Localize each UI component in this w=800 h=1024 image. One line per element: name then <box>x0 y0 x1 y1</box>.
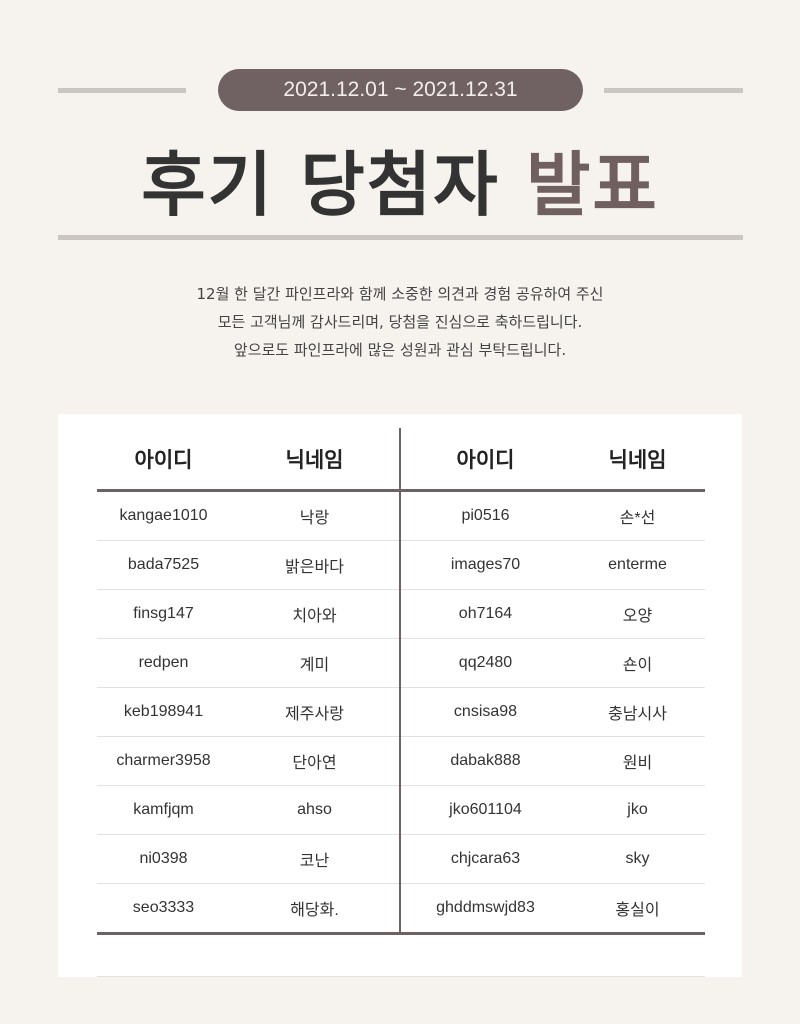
cell-nickname: ahso <box>230 785 400 835</box>
description-line: 12월 한 달간 파인프라와 함께 소중한 의견과 경험 공유하여 주신 <box>196 285 604 303</box>
cell-nickname: 밝은바다 <box>230 540 400 590</box>
cell-nickname: 해당화. <box>230 883 400 935</box>
cell-nickname: 숀이 <box>570 638 705 688</box>
cell-nickname: 충남시사 <box>570 687 705 737</box>
table-row: seo3333 해당화. ghddmswjd83 홍실이 <box>97 883 705 935</box>
header-id: 아이디 <box>97 428 230 492</box>
cell-id: keb198941 <box>97 687 230 737</box>
cell-nickname: 손*선 <box>570 490 705 541</box>
cell-nickname: 오양 <box>570 589 705 639</box>
winners-panel: 아이디 닉네임 아이디 닉네임 kangae1010 낙랑 pi0516 손*선 bad… <box>58 414 742 977</box>
cell-id: cnsisa98 <box>399 687 570 737</box>
title-main: 후기 당첨자 <box>141 144 500 226</box>
cell-id: pi0516 <box>399 490 570 541</box>
header-nickname: 닉네임 <box>230 428 400 492</box>
table-row: ni0398 코난 chjcara63 sky <box>97 834 705 884</box>
header-nickname: 닉네임 <box>570 428 705 492</box>
cell-id: chjcara63 <box>399 834 570 884</box>
cell-id: images70 <box>399 540 570 590</box>
title-underline <box>58 235 743 240</box>
winners-table: 아이디 닉네임 아이디 닉네임 kangae1010 낙랑 pi0516 손*선 bad… <box>97 428 705 935</box>
cell-nickname: 치아와 <box>230 589 400 639</box>
cell-nickname: 낙랑 <box>230 490 400 541</box>
table-row: bada7525 밝은바다 images70 enterme <box>97 540 705 590</box>
cell-id: seo3333 <box>97 883 230 935</box>
cell-id: qq2480 <box>399 638 570 688</box>
period-badge: 2021.12.01 ~ 2021.12.31 <box>218 69 583 111</box>
decor-line-right <box>604 88 743 93</box>
cell-nickname: 제주사랑 <box>230 687 400 737</box>
cell-nickname: sky <box>570 834 705 884</box>
table-row: kangae1010 낙랑 pi0516 손*선 <box>97 490 705 541</box>
description: 12월 한 달간 파인프라와 함께 소중한 의견과 경험 공유하여 주신 모든 … <box>0 280 800 364</box>
cell-id: jko601104 <box>399 785 570 835</box>
cell-nickname: jko <box>570 785 705 835</box>
cell-id: finsg147 <box>97 589 230 639</box>
cell-id: bada7525 <box>97 540 230 590</box>
cell-id: kamfjqm <box>97 785 230 835</box>
bottom-divider <box>97 976 705 977</box>
cell-id: ghddmswjd83 <box>399 883 570 935</box>
table-row: redpen 계미 qq2480 숀이 <box>97 638 705 688</box>
decor-line-left <box>58 88 186 93</box>
description-line: 모든 고객님께 감사드리며, 당첨을 진심으로 축하드립니다. <box>217 313 583 331</box>
cell-nickname: 원비 <box>570 736 705 786</box>
table-header-row: 아이디 닉네임 아이디 닉네임 <box>97 428 705 492</box>
table-row: kamfjqm ahso jko601104 jko <box>97 785 705 835</box>
header-id: 아이디 <box>399 428 570 492</box>
cell-nickname: 계미 <box>230 638 400 688</box>
cell-nickname: enterme <box>570 540 705 590</box>
cell-nickname: 홍실이 <box>570 883 705 935</box>
cell-id: ni0398 <box>97 834 230 884</box>
table-row: keb198941 제주사랑 cnsisa98 충남시사 <box>97 687 705 737</box>
cell-nickname: 단아연 <box>230 736 400 786</box>
cell-id: charmer3958 <box>97 736 230 786</box>
cell-id: redpen <box>97 638 230 688</box>
cell-id: kangae1010 <box>97 490 230 541</box>
description-line: 앞으로도 파인프라에 많은 성원과 관심 부탁드립니다. <box>233 341 567 359</box>
table-row: charmer3958 단아연 dabak888 원비 <box>97 736 705 786</box>
table-row: finsg147 치아와 oh7164 오양 <box>97 589 705 639</box>
page-title: 후기 당첨자 발표 <box>0 140 800 230</box>
cell-id: oh7164 <box>399 589 570 639</box>
cell-nickname: 코난 <box>230 834 400 884</box>
title-accent: 발표 <box>525 144 659 226</box>
cell-id: dabak888 <box>399 736 570 786</box>
